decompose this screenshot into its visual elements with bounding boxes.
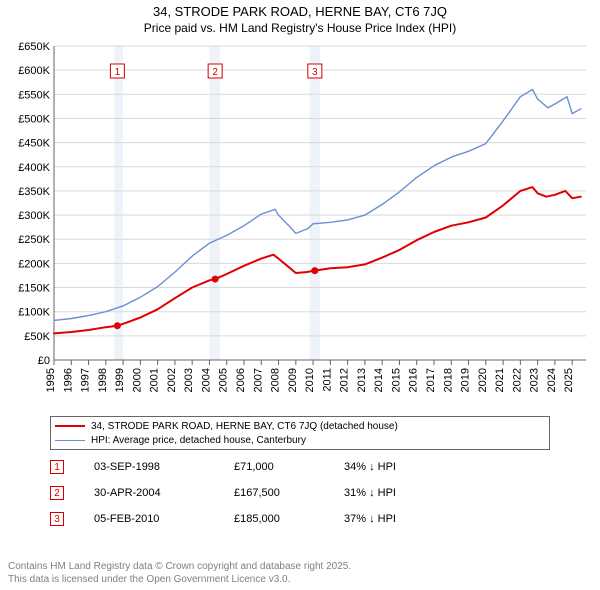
- x-tick-label: 2001: [149, 368, 161, 392]
- y-tick-label: £450K: [18, 138, 50, 150]
- x-tick-label: 2013: [356, 368, 368, 392]
- sale-row: 1 03-SEP-1998£71,00034% ↓ HPI: [50, 454, 550, 480]
- sale-row-diff: 31% ↓ HPI: [344, 487, 464, 499]
- x-tick-label: 1998: [97, 368, 109, 392]
- chart-title: 34, STRODE PARK ROAD, HERNE BAY, CT6 7JQ: [0, 4, 600, 19]
- y-tick-label: £350K: [18, 186, 50, 198]
- title-block: 34, STRODE PARK ROAD, HERNE BAY, CT6 7JQ…: [0, 0, 600, 35]
- sale-row-marker: 3: [50, 512, 64, 526]
- x-tick-label: 2022: [511, 368, 523, 392]
- page-container: 34, STRODE PARK ROAD, HERNE BAY, CT6 7JQ…: [0, 0, 600, 590]
- sale-marker-number: 3: [312, 67, 318, 78]
- x-tick-label: 2012: [339, 368, 351, 392]
- sale-row-price: £185,000: [234, 513, 344, 525]
- footer-line-2: This data is licensed under the Open Gov…: [8, 574, 351, 587]
- x-tick-label: 1999: [114, 368, 126, 392]
- x-tick-label: 2004: [200, 368, 212, 392]
- y-tick-label: £0: [38, 355, 50, 367]
- sale-row: 2 30-APR-2004£167,50031% ↓ HPI: [50, 480, 550, 506]
- x-tick-label: 2015: [390, 368, 402, 392]
- legend-item: HPI: Average price, detached house, Cant…: [55, 433, 545, 447]
- footer-text: Contains HM Land Registry data © Crown c…: [8, 561, 351, 586]
- shade-band: [310, 46, 320, 360]
- y-tick-label: £150K: [18, 283, 50, 295]
- sale-table: 1 03-SEP-1998£71,00034% ↓ HPI 2 30-APR-2004…: [50, 454, 550, 532]
- y-tick-label: £200K: [18, 258, 50, 270]
- sale-marker-number: 1: [115, 67, 121, 78]
- sale-row: 3 05-FEB-2010£185,00037% ↓ HPI: [50, 506, 550, 532]
- sale-row-diff: 34% ↓ HPI: [344, 461, 464, 473]
- shade-band: [114, 46, 123, 360]
- x-tick-label: 2023: [529, 368, 541, 392]
- chart-svg: £0 £50K £100K £150K £200K £250K £300K £350K £400…: [8, 40, 592, 410]
- sale-row-marker: 2: [50, 486, 64, 500]
- x-tick-label: 2017: [425, 368, 437, 392]
- x-tick-label: 2006: [235, 368, 247, 392]
- y-tick-label: £600K: [18, 65, 50, 77]
- sale-row-price: £167,500: [234, 487, 344, 499]
- chart-area: £0 £50K £100K £150K £200K £250K £300K £350K £400…: [8, 40, 592, 410]
- x-tick-label: 2009: [287, 368, 299, 392]
- sale-marker-number: 2: [212, 67, 218, 78]
- sale-row-marker: 1: [50, 460, 64, 474]
- sale-row-date: 05-FEB-2010: [94, 513, 234, 525]
- x-tick-label: 2002: [166, 368, 178, 392]
- x-tick-label: 2011: [321, 368, 333, 392]
- x-tick-label: 1997: [80, 368, 92, 392]
- legend-label: 34, STRODE PARK ROAD, HERNE BAY, CT6 7JQ…: [91, 421, 398, 432]
- x-tick-label: 2010: [304, 368, 316, 392]
- sale-point: [311, 267, 318, 274]
- shade-band: [209, 46, 219, 360]
- x-tick-label: 2008: [270, 368, 282, 392]
- sale-row-date: 03-SEP-1998: [94, 461, 234, 473]
- legend: 34, STRODE PARK ROAD, HERNE BAY, CT6 7JQ…: [50, 416, 550, 450]
- x-tick-label: 2003: [183, 368, 195, 392]
- y-tick-label: £50K: [24, 331, 50, 343]
- y-tick-label: £300K: [18, 210, 50, 222]
- sale-row-diff: 37% ↓ HPI: [344, 513, 464, 525]
- x-tick-label: 2005: [218, 368, 230, 392]
- x-tick-label: 2021: [494, 368, 506, 392]
- x-tick-label: 2020: [477, 368, 489, 392]
- x-tick-label: 2024: [546, 368, 558, 392]
- y-tick-label: £550K: [18, 89, 50, 101]
- legend-item: 34, STRODE PARK ROAD, HERNE BAY, CT6 7JQ…: [55, 419, 545, 433]
- x-tick-label: 2019: [460, 368, 472, 392]
- sale-row-date: 30-APR-2004: [94, 487, 234, 499]
- x-tick-label: 2014: [373, 368, 385, 392]
- x-tick-label: 2025: [563, 368, 575, 392]
- y-tick-label: £650K: [18, 41, 50, 53]
- x-tick-label: 1995: [45, 368, 57, 392]
- y-tick-label: £250K: [18, 234, 50, 246]
- x-tick-label: 2016: [408, 368, 420, 392]
- x-tick-label: 2018: [442, 368, 454, 392]
- sale-point: [212, 276, 219, 283]
- x-tick-label: 2007: [252, 368, 264, 392]
- footer-line-1: Contains HM Land Registry data © Crown c…: [8, 561, 351, 574]
- legend-swatch: [55, 440, 85, 441]
- x-tick-label: 2000: [131, 368, 143, 392]
- x-tick-label: 1996: [62, 368, 74, 392]
- y-tick-label: £500K: [18, 113, 50, 125]
- y-tick-label: £400K: [18, 162, 50, 174]
- sale-point: [114, 322, 121, 329]
- sale-row-price: £71,000: [234, 461, 344, 473]
- legend-swatch: [55, 425, 85, 427]
- y-tick-label: £100K: [18, 307, 50, 319]
- chart-subtitle: Price paid vs. HM Land Registry's House …: [0, 21, 600, 35]
- legend-label: HPI: Average price, detached house, Cant…: [91, 435, 306, 446]
